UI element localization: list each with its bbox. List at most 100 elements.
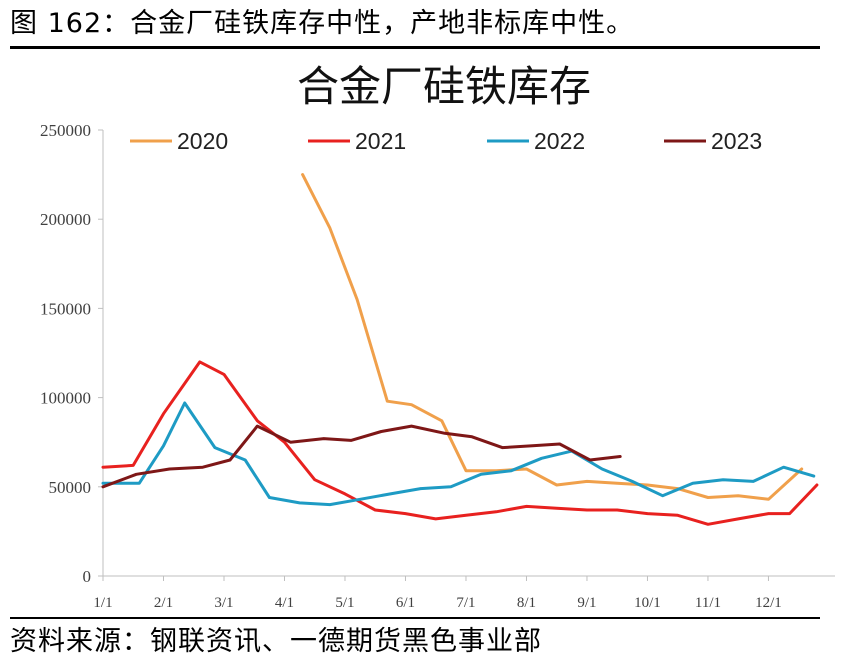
x-tick-label: 6/1: [396, 595, 415, 611]
legend: 2020 2021 2022 2023: [130, 128, 762, 154]
chart-svg: 合金厂硅铁库存 0 50000 100000 150000 200000 250000 1/…: [40, 63, 835, 611]
data-point-2021: [222, 373, 226, 376]
data-point-2023: [135, 473, 138, 476]
data-point-2023: [588, 458, 592, 462]
data-point-2021: [374, 508, 377, 512]
data-point-2021: [343, 492, 347, 496]
data-point-2021: [495, 510, 498, 513]
series-layer: [101, 173, 819, 526]
bottom-rule: [10, 617, 820, 619]
legend-label-2023: 2023: [711, 128, 762, 154]
data-point-2020: [410, 403, 413, 406]
data-point-2021: [767, 512, 770, 515]
data-point-2023: [410, 424, 413, 428]
data-point-2021: [162, 412, 165, 415]
data-point-2021: [616, 508, 619, 512]
data-point-2020: [328, 226, 332, 230]
data-point-2022: [328, 503, 332, 506]
data-point-2022: [510, 469, 513, 472]
data-point-2021: [132, 464, 135, 467]
data-point-2021: [434, 517, 437, 521]
data-point-2022: [479, 473, 483, 476]
data-point-2022: [812, 474, 815, 478]
data-point-2022: [298, 501, 301, 505]
data-point-2022: [449, 485, 453, 488]
data-point-2023: [201, 466, 204, 469]
y-tick-label: 0: [83, 567, 92, 586]
data-point-2020: [706, 496, 710, 499]
legend-label-2022: 2022: [534, 128, 585, 154]
data-point-2022: [213, 446, 217, 449]
data-point-2021: [737, 517, 740, 521]
x-tick-label: 1/1: [93, 595, 112, 611]
data-point-2023: [228, 458, 232, 462]
data-point-2022: [419, 487, 422, 490]
data-point-2021: [404, 512, 407, 515]
legend-label-2021: 2021: [355, 128, 406, 154]
data-point-2023: [531, 444, 534, 447]
data-point-2021: [676, 514, 679, 517]
x-tick-label: 11/1: [695, 595, 721, 611]
data-point-2022: [752, 480, 755, 483]
data-point-2022: [661, 494, 664, 497]
source-note: 资料来源：钢联资讯、一德期货黑色事业部: [10, 626, 542, 657]
x-tick-label: 3/1: [214, 595, 233, 611]
x-tick-label: 12/1: [755, 595, 782, 611]
data-point-2022: [268, 496, 271, 499]
x-tick-label: 9/1: [577, 595, 596, 611]
data-point-2022: [782, 466, 785, 469]
data-point-2023: [380, 430, 383, 433]
data-point-2022: [162, 444, 165, 447]
data-point-2023: [443, 432, 446, 435]
top-rule: [10, 46, 820, 49]
x-tick-label: 10/1: [634, 595, 661, 611]
data-point-2023: [558, 442, 561, 446]
data-point-2022: [631, 480, 634, 483]
data-point-2020: [464, 469, 468, 472]
data-point-2021: [706, 523, 710, 526]
data-point-2021: [525, 505, 528, 508]
data-point-2020: [737, 494, 740, 497]
chart-title: 合金厂硅铁库存: [297, 63, 591, 110]
y-tick-label: 100000: [40, 389, 91, 408]
data-point-2020: [767, 498, 770, 501]
x-tick-label: 2/1: [154, 595, 173, 611]
data-point-2020: [585, 480, 589, 483]
data-point-2020: [525, 467, 528, 471]
y-tick-label: 250000: [40, 121, 91, 140]
x-tick-label: 7/1: [456, 595, 475, 611]
data-point-2021: [256, 419, 259, 422]
x-tick-label: 5/1: [335, 595, 354, 611]
data-point-2021: [464, 514, 468, 517]
data-point-2020: [301, 173, 304, 176]
data-point-2021: [646, 512, 649, 515]
data-point-2020: [555, 483, 558, 487]
legend-label-2020: 2020: [177, 128, 228, 154]
data-point-2022: [721, 478, 725, 481]
data-point-2020: [800, 467, 803, 471]
data-point-2023: [349, 439, 353, 442]
data-point-2020: [386, 400, 389, 403]
figure-caption: 图 162：合金厂硅铁库存中性，产地非标库中性。: [10, 8, 635, 39]
data-point-2021: [198, 360, 201, 364]
data-point-2021: [585, 508, 589, 512]
data-point-2022: [691, 482, 694, 485]
y-tick-label: 150000: [40, 299, 91, 318]
data-point-2020: [440, 419, 443, 422]
y-tick-label: 50000: [49, 478, 92, 497]
data-point-2023: [256, 424, 259, 428]
data-point-2021: [555, 507, 558, 510]
data-point-2023: [470, 435, 474, 438]
x-tick-label: 8/1: [517, 595, 536, 611]
series-line-2020: [301, 173, 804, 501]
data-point-2022: [183, 401, 186, 405]
series-line-2023: [101, 424, 622, 489]
data-point-2021: [283, 441, 286, 444]
data-point-2022: [540, 457, 543, 460]
data-point-2023: [101, 485, 105, 488]
chart-container: 合金厂硅铁库存 0 50000 100000 150000 200000 250000 1/…: [10, 50, 835, 616]
x-tick-label: 4/1: [275, 595, 294, 611]
y-tick-label: 200000: [40, 210, 91, 229]
axes: 0 50000 100000 150000 200000 250000 1/1 2/1 3/1 4…: [40, 121, 835, 611]
data-point-2023: [501, 446, 504, 449]
